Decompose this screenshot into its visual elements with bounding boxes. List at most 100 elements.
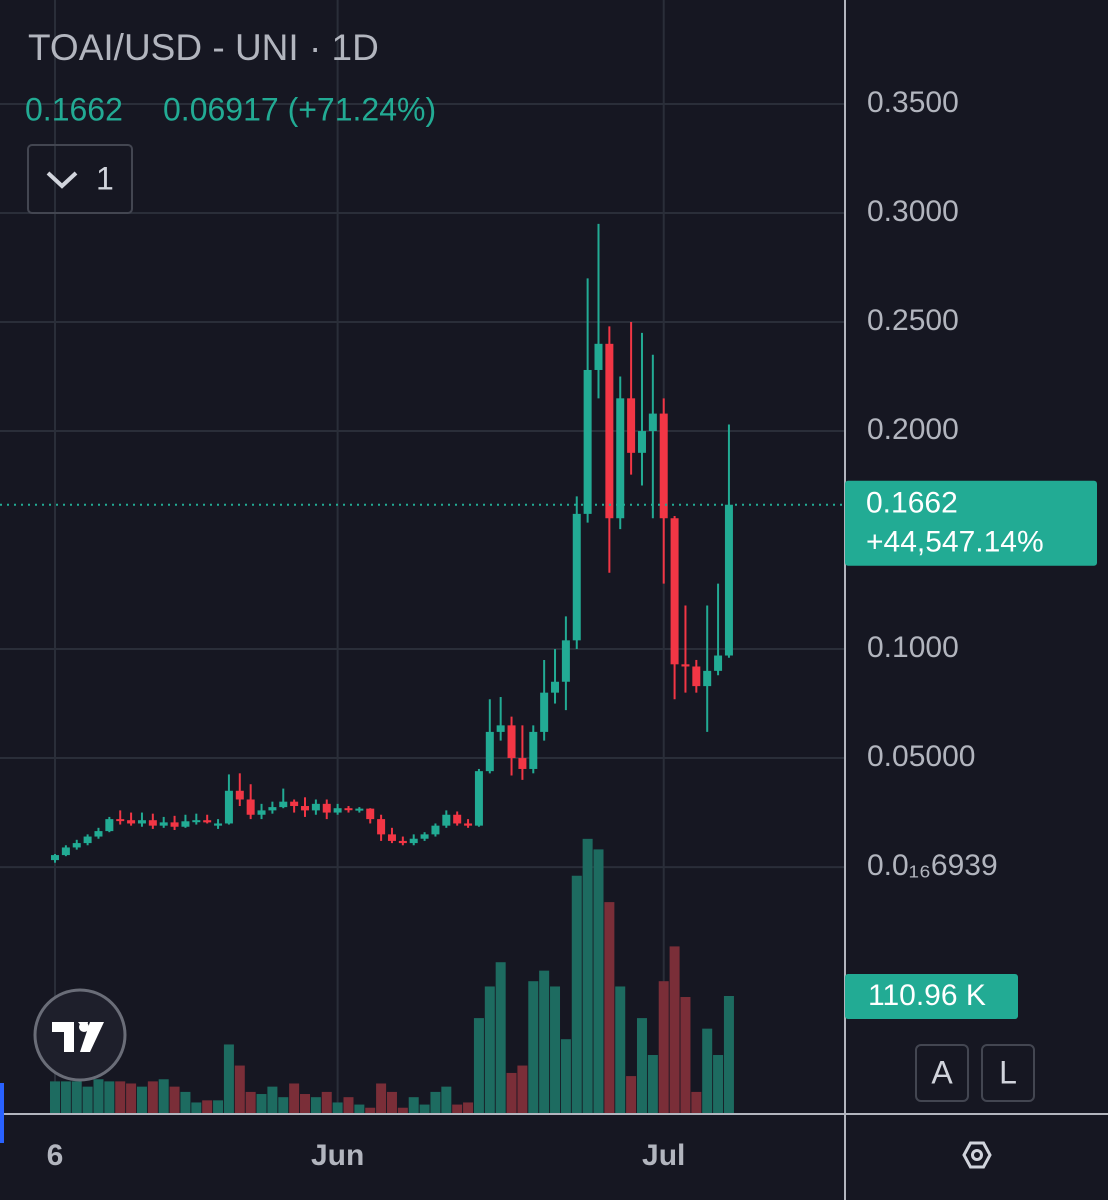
candle-body [442,814,451,826]
candle-body [616,398,625,519]
candle-body [377,819,386,835]
candle-body [485,731,494,772]
volume-bar [126,1083,137,1113]
y-tick-label: 0.2500 [867,304,959,337]
log-scale-button[interactable]: L [981,1044,1035,1102]
volume-bar [245,1091,256,1113]
volume-bar [582,838,593,1113]
candle-body [203,820,212,823]
candle-body [61,847,70,856]
log-button-box[interactable] [981,1044,1035,1102]
volume-bar [604,902,615,1113]
volume-bar [50,1081,60,1113]
volume-bar [571,875,582,1113]
candle-body [724,504,733,656]
volume-bar [180,1091,191,1113]
volume-bar [213,1100,224,1113]
candle-body [583,369,592,514]
volume-bar [473,1018,484,1113]
volume-bar [343,1097,354,1113]
volume-bar [376,1083,387,1113]
indicator-count[interactable]: 1 [96,160,114,196]
volume-bar [430,1091,441,1113]
candle-body [257,810,266,815]
volume-bar [463,1102,474,1113]
volume-bar [234,1065,245,1113]
header-price: 0.1662 [25,91,123,127]
log-button-label[interactable]: L [999,1054,1017,1090]
volume-bar [560,1039,571,1113]
candle-body [116,819,125,822]
candle-body [387,834,396,841]
volume-bar [332,1102,343,1113]
candle-body [627,398,636,453]
volume-bar [147,1081,158,1113]
candle-body [529,731,538,769]
candle-body [637,431,646,453]
candle-body [127,820,136,824]
settings-icon-center[interactable] [971,1149,983,1161]
last-price-change: +44,547.14% [866,526,1044,559]
volume-bar [680,997,691,1113]
auto-button-label[interactable]: A [931,1054,953,1090]
x-tick-label: Jul [642,1139,685,1172]
y-tick-label: 0.0₁₆6939 [867,849,998,882]
volume-bar [93,1079,104,1113]
volume-bar [615,986,626,1113]
volume-bar [419,1104,430,1113]
logo-circle[interactable] [33,988,127,1082]
candle-body [659,413,668,519]
candles [51,223,733,863]
volume-bar [321,1091,332,1113]
volume-bar [495,962,506,1113]
candle-body [474,771,483,826]
volume-bar [289,1083,300,1113]
volume-bar [386,1091,397,1113]
candle-body [551,681,560,693]
candle-body [464,823,473,826]
candle-body [214,823,223,826]
y-tick-label: 0.1000 [867,631,959,664]
logo-dot[interactable] [79,1022,89,1032]
candle-body [94,831,103,837]
candle-body [105,819,114,832]
candle-body [235,790,244,800]
candle-body [224,790,233,824]
candle-body [648,413,657,432]
candle-body [83,836,92,844]
candle-body [72,843,81,848]
indicator-toggle[interactable]: 1 [27,144,133,214]
tradingview-logo[interactable] [33,988,127,1082]
candle-body [137,820,146,824]
volume-bar [223,1044,234,1113]
volume-bar [310,1097,321,1113]
logo-mark[interactable] [52,1022,104,1052]
candle-body [181,821,190,827]
last-price-label: 0.1662 [866,487,958,520]
candle-body [311,803,320,811]
last-price-box [845,480,1097,566]
indicator-toggle-box[interactable] [27,144,133,214]
y-tick-label: 0.2000 [867,413,959,446]
auto-button-box[interactable] [915,1044,969,1102]
candle-body [540,692,549,732]
auto-scale-button[interactable]: A [915,1044,969,1102]
volume-bar [636,1018,647,1113]
volume-bar [647,1055,658,1113]
volume-bar [115,1081,126,1113]
settings-icon[interactable] [962,1141,992,1169]
candle-body [572,513,581,641]
candle-body [703,670,712,687]
volume-bar [256,1094,267,1113]
candle-body [192,820,201,823]
volume-bar [71,1081,82,1113]
volume-bar [136,1086,147,1113]
candle-body [692,666,701,687]
volume-bar [550,986,561,1113]
candle-body [355,808,364,811]
chevron-icon[interactable] [46,171,78,189]
candle-body [714,655,723,671]
candle-body [290,801,299,807]
header-change: 0.06917 (+71.24%) [163,91,436,127]
